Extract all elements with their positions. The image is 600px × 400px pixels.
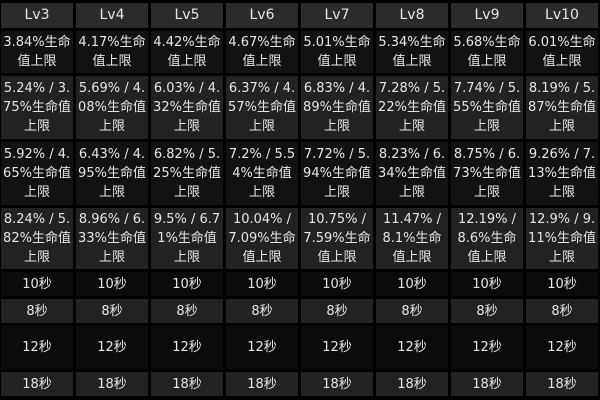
table-cell: 12秒 bbox=[1, 326, 73, 369]
table-cell: 12秒 bbox=[376, 326, 448, 369]
table-cell: 12秒 bbox=[301, 326, 373, 369]
table-cell: 8.24% / 5.82%生命值上限 bbox=[1, 208, 73, 269]
table-cell: 8秒 bbox=[376, 299, 448, 323]
table-cell: 6.03% / 4.32%生命值上限 bbox=[151, 76, 223, 139]
table-cell: 4.67%生命值上限 bbox=[226, 31, 298, 73]
table-cell: 8秒 bbox=[301, 299, 373, 323]
table-cell: 5.34%生命值上限 bbox=[376, 31, 448, 73]
table-cell: 8.19% / 5.87%生命值上限 bbox=[526, 76, 598, 139]
table-cell: 18秒 bbox=[151, 372, 223, 396]
table-cell: 6.82% / 5.25%生命值上限 bbox=[151, 142, 223, 205]
table-cell: 5.69% / 4.08%生命值上限 bbox=[76, 76, 148, 139]
table-cell: 18秒 bbox=[451, 372, 523, 396]
column-header-lv10: Lv10 bbox=[526, 3, 598, 28]
column-header-lv7: Lv7 bbox=[301, 3, 373, 28]
table-cell: 7.28% / 5.22%生命值上限 bbox=[376, 76, 448, 139]
table-cell: 4.17%生命值上限 bbox=[76, 31, 148, 73]
table-cell: 8秒 bbox=[151, 299, 223, 323]
table-cell: 8.75% / 6.73%生命值上限 bbox=[451, 142, 523, 205]
table-cell: 18秒 bbox=[1, 372, 73, 396]
table-cell: 12.9% / 9.11%生命值上限 bbox=[526, 208, 598, 269]
column-header-lv8: Lv8 bbox=[376, 3, 448, 28]
table-cell: 8秒 bbox=[76, 299, 148, 323]
column-header-lv3: Lv3 bbox=[1, 3, 73, 28]
table-cell: 18秒 bbox=[76, 372, 148, 396]
table-cell: 4.42%生命值上限 bbox=[151, 31, 223, 73]
table-cell: 8.23% / 6.34%生命值上限 bbox=[376, 142, 448, 205]
table-cell: 6.43% / 4.95%生命值上限 bbox=[76, 142, 148, 205]
table-cell: 11.47% / 8.1%生命值上限 bbox=[376, 208, 448, 269]
table-cell: 5.68%生命值上限 bbox=[451, 31, 523, 73]
table-cell: 10秒 bbox=[376, 272, 448, 296]
table-cell: 6.83% / 4.89%生命值上限 bbox=[301, 76, 373, 139]
table-cell: 6.01%生命值上限 bbox=[526, 31, 598, 73]
table-cell: 3.84%生命值上限 bbox=[1, 31, 73, 73]
table-cell: 18秒 bbox=[526, 372, 598, 396]
table-cell: 12秒 bbox=[451, 326, 523, 369]
table-cell: 8秒 bbox=[451, 299, 523, 323]
table-cell: 10秒 bbox=[226, 272, 298, 296]
table-cell: 8秒 bbox=[1, 299, 73, 323]
table-cell: 5.92% / 4.65%生命值上限 bbox=[1, 142, 73, 205]
table-cell: 12秒 bbox=[151, 326, 223, 369]
table-cell: 10秒 bbox=[526, 272, 598, 296]
talent-level-table: Lv3 Lv4 Lv5 Lv6 Lv7 Lv8 Lv9 Lv10 3.84%生命值上限 4.17%… bbox=[1, 3, 598, 396]
table-cell: 18秒 bbox=[226, 372, 298, 396]
table-cell: 8秒 bbox=[526, 299, 598, 323]
table-cell: 10秒 bbox=[1, 272, 73, 296]
table-cell: 7.2% / 5.54%生命值上限 bbox=[226, 142, 298, 205]
table-cell: 5.24% / 3.75%生命值上限 bbox=[1, 76, 73, 139]
column-header-lv6: Lv6 bbox=[226, 3, 298, 28]
table-cell: 10秒 bbox=[301, 272, 373, 296]
table-cell: 12秒 bbox=[526, 326, 598, 369]
table-cell: 10秒 bbox=[76, 272, 148, 296]
table-cell: 12.19% / 8.6%生命值上限 bbox=[451, 208, 523, 269]
table-cell: 8.96% / 6.33%生命值上限 bbox=[76, 208, 148, 269]
column-header-lv4: Lv4 bbox=[76, 3, 148, 28]
column-header-lv5: Lv5 bbox=[151, 3, 223, 28]
table-cell: 7.74% / 5.55%生命值上限 bbox=[451, 76, 523, 139]
table-cell: 9.5% / 6.71%生命值上限 bbox=[151, 208, 223, 269]
table-cell: 5.01%生命值上限 bbox=[301, 31, 373, 73]
column-header-lv9: Lv9 bbox=[451, 3, 523, 28]
table-cell: 12秒 bbox=[76, 326, 148, 369]
table-cell: 10秒 bbox=[451, 272, 523, 296]
table-cell: 7.72% / 5.94%生命值上限 bbox=[301, 142, 373, 205]
table-cell: 9.26% / 7.13%生命值上限 bbox=[526, 142, 598, 205]
table-cell: 10秒 bbox=[151, 272, 223, 296]
table-cell: 10.04% / 7.09%生命值上限 bbox=[226, 208, 298, 269]
table-cell: 12秒 bbox=[226, 326, 298, 369]
table-cell: 8秒 bbox=[226, 299, 298, 323]
table-cell: 10.75% / 7.59%生命值上限 bbox=[301, 208, 373, 269]
table-cell: 6.37% / 4.57%生命值上限 bbox=[226, 76, 298, 139]
table-cell: 18秒 bbox=[376, 372, 448, 396]
table-cell: 18秒 bbox=[301, 372, 373, 396]
